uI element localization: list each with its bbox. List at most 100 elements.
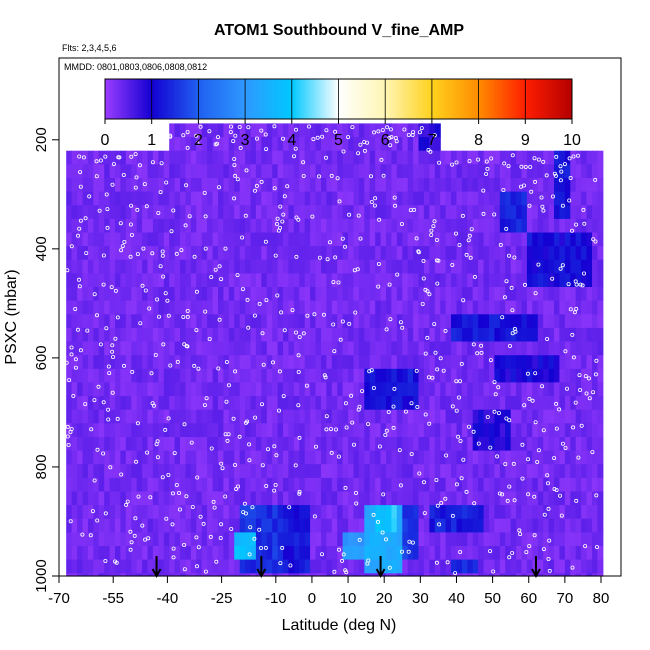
heatmap-cell: [87, 505, 94, 520]
heatmap-cell: [245, 532, 252, 547]
heatmap-cell: [559, 246, 566, 261]
heatmap-cell: [310, 491, 317, 506]
heatmap-cell: [483, 232, 490, 247]
heatmap-cell: [402, 382, 409, 397]
heatmap-cell: [201, 218, 208, 234]
heatmap-cell: [456, 205, 463, 220]
heatmap-cell: [418, 150, 425, 165]
heatmap-cell: [369, 477, 376, 493]
heatmap-cell: [272, 573, 279, 577]
heatmap-cell: [526, 573, 533, 577]
obs-point: [533, 291, 538, 296]
obs-point: [496, 411, 501, 416]
heatmap-cell: [87, 546, 94, 561]
heatmap-cell: [375, 300, 382, 315]
heatmap-cell: [505, 232, 512, 247]
obs-point: [204, 396, 209, 401]
obs-point: [225, 438, 230, 443]
heatmap-cell: [543, 232, 550, 247]
heatmap-cell: [255, 287, 262, 302]
heatmap-cell: [131, 287, 138, 302]
obs-point: [520, 442, 525, 447]
obs-point: [301, 331, 306, 336]
heatmap-cell: [293, 300, 300, 315]
heatmap-cell: [212, 191, 219, 206]
colorbar-segment: [420, 79, 423, 119]
heatmap-cell: [120, 546, 127, 561]
heatmap-cell: [358, 559, 365, 574]
heatmap-cell: [250, 314, 257, 329]
colorbar-segment: [508, 79, 512, 119]
heatmap-cell: [223, 423, 230, 438]
heatmap-cell: [293, 368, 300, 383]
heatmap-cell: [196, 300, 203, 315]
heatmap-cell: [201, 164, 208, 179]
heatmap-cell: [337, 287, 344, 302]
obs-point: [547, 568, 552, 573]
heatmap-cell: [239, 518, 246, 533]
obs-point: [342, 244, 347, 249]
heatmap-cell: [310, 273, 317, 288]
obs-point: [71, 393, 76, 398]
colorbar-segment: [121, 79, 125, 119]
heatmap-cell: [82, 546, 89, 561]
heatmap-cell: [386, 409, 392, 424]
obs-point: [216, 185, 221, 190]
heatmap-cell: [543, 259, 550, 274]
heatmap-cell: [478, 518, 485, 533]
heatmap-cell: [331, 518, 338, 533]
heatmap-cell: [581, 477, 588, 493]
heatmap-cell: [396, 396, 403, 411]
heatmap-cell: [559, 450, 566, 465]
heatmap-cell: [104, 164, 111, 179]
heatmap-cell: [413, 518, 420, 533]
heatmap-cell: [196, 518, 203, 533]
heatmap-cell: [71, 218, 78, 234]
heatmap-cell: [423, 341, 430, 356]
heatmap-cell: [109, 546, 116, 561]
heatmap-cell: [548, 178, 555, 193]
heatmap-cell: [434, 327, 441, 343]
obs-point: [194, 133, 199, 138]
obs-point: [460, 213, 465, 218]
heatmap-cell: [239, 355, 246, 370]
heatmap-cell: [71, 232, 78, 247]
colorbar-segment: [109, 79, 113, 119]
heatmap-cell: [277, 559, 284, 574]
heatmap-cell: [456, 477, 463, 493]
heatmap-cell: [391, 368, 398, 383]
heatmap-cell: [423, 559, 430, 574]
colorbar-segment: [238, 79, 241, 119]
heatmap-cell: [169, 573, 176, 577]
obs-point: [526, 457, 531, 462]
heatmap-cell: [461, 546, 468, 561]
heatmap-cell: [445, 518, 452, 533]
heatmap-cell: [142, 327, 149, 343]
colorbar-segment: [214, 79, 218, 119]
heatmap-cell: [234, 205, 241, 220]
heatmap-cell: [456, 287, 463, 302]
heatmap-cell: [413, 300, 420, 315]
obs-point: [215, 135, 220, 140]
heatmap-cell: [120, 300, 127, 315]
heatmap-cell: [255, 532, 262, 547]
obs-point: [94, 159, 99, 164]
heatmap-cell: [559, 287, 566, 302]
heatmap-cell: [283, 518, 289, 533]
heatmap-cell: [597, 218, 604, 234]
obs-point: [411, 130, 416, 135]
heatmap-cell: [293, 423, 300, 438]
heatmap-cell: [218, 491, 224, 506]
heatmap-cell: [223, 259, 230, 274]
obs-point: [565, 386, 570, 391]
heatmap-cell: [456, 150, 463, 165]
heatmap-cell: [445, 368, 452, 383]
heatmap-cell: [445, 150, 452, 165]
obs-point: [429, 228, 434, 233]
obs-point: [324, 427, 329, 432]
heatmap-cell: [239, 123, 246, 138]
colorbar-segment: [324, 79, 328, 119]
heatmap-cell: [526, 382, 533, 397]
heatmap-cell: [115, 464, 121, 479]
heatmap-cell: [483, 573, 490, 577]
